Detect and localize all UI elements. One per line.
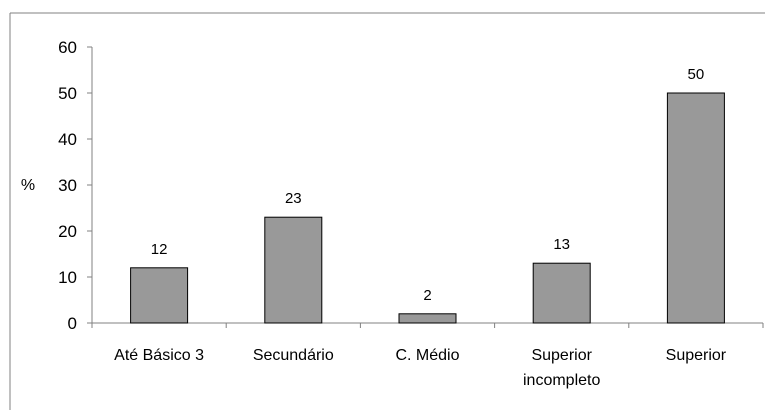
x-category-label-line: incompleto bbox=[523, 372, 600, 389]
bar bbox=[265, 217, 322, 323]
bar bbox=[667, 93, 724, 323]
x-category-label: Superior bbox=[666, 347, 727, 364]
y-axis-title: % bbox=[21, 177, 35, 194]
y-tick-label: 30 bbox=[58, 176, 77, 195]
x-category-label-line: Secundário bbox=[253, 347, 334, 364]
x-category-label-line: C. Médio bbox=[395, 347, 459, 364]
data-label: 23 bbox=[285, 190, 302, 207]
x-category-label: Superior incompleto bbox=[523, 347, 600, 389]
y-tick-label: 10 bbox=[58, 268, 77, 287]
x-category-label-line: Superior bbox=[531, 347, 592, 364]
x-category-label-line: Até Básico 3 bbox=[114, 347, 204, 364]
y-tick-label: 40 bbox=[58, 130, 77, 149]
data-label: 50 bbox=[688, 66, 705, 83]
y-tick-label: 20 bbox=[58, 222, 77, 241]
y-tick-label: 50 bbox=[58, 84, 77, 103]
x-category-label: C. Médio bbox=[395, 347, 459, 364]
data-label: 12 bbox=[151, 241, 168, 258]
bar bbox=[131, 268, 188, 323]
x-category-label: Secundário bbox=[253, 347, 334, 364]
bar bbox=[399, 314, 456, 323]
y-tick-label: 60 bbox=[58, 38, 77, 57]
x-category-label: Até Básico 3 bbox=[114, 347, 204, 364]
bar bbox=[533, 263, 590, 323]
data-label: 2 bbox=[423, 287, 431, 304]
y-tick-label: 0 bbox=[68, 314, 77, 333]
x-category-label-line: Superior bbox=[666, 347, 727, 364]
data-label: 13 bbox=[553, 236, 570, 253]
